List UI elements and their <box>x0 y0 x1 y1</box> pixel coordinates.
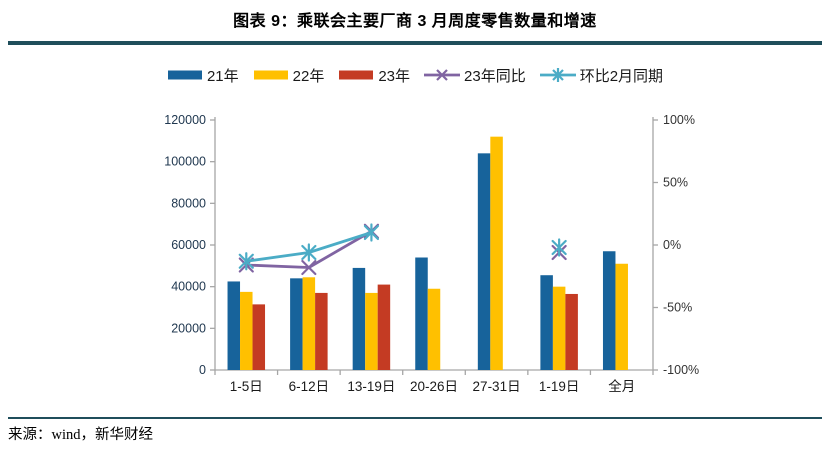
marker-asterisk-arm <box>363 224 380 241</box>
marker-x-arm <box>238 257 254 273</box>
top-divider <box>8 41 822 45</box>
legend-item-label: 环比2月同期 <box>579 67 664 85</box>
legend-line-swatch-x <box>424 69 461 81</box>
marker-x-arm <box>301 259 317 276</box>
bar-s0-c1 <box>290 278 303 370</box>
y-axis-tick-label-left: 120000 <box>164 113 206 127</box>
legend-item-2: 23年 <box>338 65 410 86</box>
legend-item-label: 23年 <box>378 67 411 85</box>
bar-s0-c4 <box>477 153 491 370</box>
bar-s0-c6 <box>602 251 616 370</box>
legend-item-3: 23年同比 <box>424 65 526 86</box>
y-axis-tick-label-right: -100% <box>663 363 699 377</box>
line-segment-asterisk <box>308 231 372 254</box>
marker-asterisk-arm <box>551 239 567 256</box>
marker-x-arm <box>238 257 254 273</box>
marker-asterisk-arm <box>363 224 380 241</box>
y-axis-tick-label-right: -50% <box>663 301 692 315</box>
bottom-divider <box>8 417 822 419</box>
line-segment-x <box>308 230 373 269</box>
marker-x-arm <box>363 223 380 239</box>
source-note: 来源：wind，新华财经 <box>8 427 153 443</box>
marker-asterisk-arm <box>551 239 567 256</box>
y-axis-tick-label-left: 0 <box>199 363 206 377</box>
marker-asterisk-arm <box>301 244 317 261</box>
x-axis-category-label: 13-19日 <box>347 379 395 394</box>
legend-item-label: 22年 <box>292 67 325 85</box>
legend-line-swatch-asterisk <box>539 68 576 82</box>
bar-s2-c1 <box>315 292 328 370</box>
x-axis-category-label: 1-19日 <box>539 379 580 394</box>
marker-asterisk-arm <box>301 244 317 261</box>
y-axis-tick-label-left: 80000 <box>171 196 206 210</box>
chart-legend: 21年 22年 23年 23年同比 环比2月同期 <box>0 62 830 88</box>
bar-s1-c2 <box>365 292 378 370</box>
bar-s1-c0 <box>240 291 253 370</box>
bar-s0-c3 <box>415 257 428 370</box>
marker-asterisk-arm <box>238 253 254 269</box>
bar-s1-c5 <box>552 286 566 370</box>
bar-s1-c3 <box>427 288 441 370</box>
bar-s2-c2 <box>377 284 391 370</box>
y-axis-tick-label-right: 50% <box>663 176 688 190</box>
bar-s0-c5 <box>540 275 553 370</box>
legend-bar-swatch <box>167 70 202 80</box>
y-axis-tick-label-right: 0% <box>663 238 681 252</box>
marker-x-arm <box>363 223 380 239</box>
bar-s0-c0 <box>227 281 241 370</box>
y-axis-tick-label-left: 60000 <box>171 238 206 252</box>
legend-item-0: 21年 <box>167 65 239 86</box>
x-axis-category-label: 27-31日 <box>473 379 521 394</box>
marker-asterisk-arm <box>238 253 254 269</box>
bar-s2-c5 <box>565 293 578 370</box>
legend-bar-swatch <box>253 70 288 80</box>
marker-x-arm <box>551 244 567 261</box>
legend-item-4: 环比2月同期 <box>539 65 664 86</box>
y-axis-tick-label-left: 40000 <box>171 280 206 294</box>
legend-item-label: 23年同比 <box>464 67 526 85</box>
legend-bar-swatch <box>339 70 374 80</box>
marker-x-arm <box>551 244 567 261</box>
y-axis-tick-label-left: 100000 <box>164 155 206 169</box>
x-axis-category-label: 6-12日 <box>289 379 330 394</box>
bar-s2-c0 <box>252 304 266 370</box>
y-axis-tick-label-left: 20000 <box>171 321 206 335</box>
legend-item-label: 21年 <box>206 67 239 85</box>
line-segment-asterisk <box>246 251 310 263</box>
y-axis-tick-label-right: 100% <box>663 113 695 127</box>
chart-title: 图表 9：乘联会主要厂商 3 月周度零售数量和增速 <box>233 13 597 30</box>
bar-s1-c4 <box>490 136 503 370</box>
bar-s1-c1 <box>302 277 316 370</box>
legend-item-1: 22年 <box>253 65 325 86</box>
x-axis-category-label: 全月 <box>608 378 635 394</box>
bar-s1-c6 <box>615 263 628 370</box>
bar-s0-c2 <box>352 267 366 370</box>
line-segment-x <box>246 263 309 269</box>
x-axis-category-label: 20-26日 <box>410 379 458 394</box>
marker-x-arm <box>301 259 317 276</box>
x-axis-category-label: 1-5日 <box>230 379 263 394</box>
